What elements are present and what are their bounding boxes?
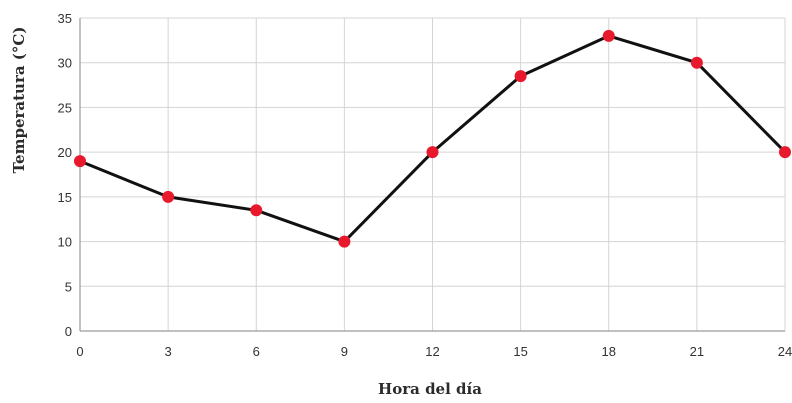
grid-lines — [80, 17, 786, 331]
y-tick-labels: 0 5 10 15 20 25 30 35 — [58, 11, 72, 339]
x-tick-label: 3 — [165, 344, 172, 359]
y-tick-label: 15 — [58, 190, 72, 205]
data-point — [602, 29, 615, 42]
y-axis-title: Temperatura (°C) — [10, 27, 28, 174]
data-point — [162, 190, 175, 203]
y-tick-label: 10 — [58, 235, 72, 250]
axes — [79, 18, 785, 332]
data-point — [250, 204, 263, 217]
data-point — [338, 235, 351, 248]
y-tick-label: 35 — [58, 11, 72, 26]
x-tick-label: 24 — [778, 344, 792, 359]
x-tick-label: 21 — [690, 344, 704, 359]
x-tick-label: 0 — [76, 344, 83, 359]
x-axis-title: Hora del día — [378, 380, 482, 398]
x-tick-labels: 0 3 6 9 12 15 18 21 24 — [76, 344, 792, 359]
data-point — [74, 155, 86, 168]
data-point — [690, 56, 703, 69]
y-tick-label: 5 — [65, 279, 72, 294]
data-point — [426, 146, 439, 159]
y-tick-label: 20 — [58, 145, 72, 160]
x-tick-label: 9 — [341, 344, 348, 359]
series — [74, 29, 791, 248]
x-tick-label: 12 — [425, 344, 439, 359]
data-point — [779, 146, 791, 159]
data-point — [514, 70, 527, 83]
y-tick-label: 0 — [65, 324, 72, 339]
x-tick-label: 18 — [602, 344, 616, 359]
y-tick-label: 30 — [58, 56, 72, 71]
x-tick-label: 6 — [253, 344, 260, 359]
y-tick-label: 25 — [58, 100, 72, 115]
x-tick-label: 15 — [513, 344, 527, 359]
